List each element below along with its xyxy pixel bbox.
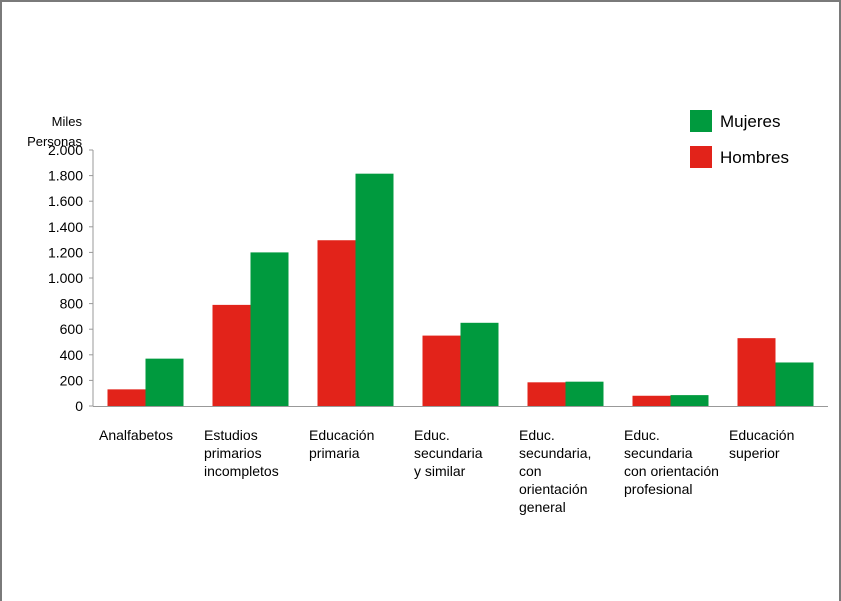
y-tick-label: 1.200 <box>48 244 83 260</box>
bar-mujeres <box>250 252 289 406</box>
x-category-label: Educ. <box>414 427 450 443</box>
bar-hombres <box>632 395 671 406</box>
bar-hombres <box>422 335 461 406</box>
bar-mujeres <box>145 358 184 406</box>
bar-mujeres <box>775 362 814 406</box>
y-tick-label: 1.800 <box>48 168 83 184</box>
bar-hombres <box>317 240 356 406</box>
x-category-label: secundaria <box>414 445 483 461</box>
y-tick-label: 1.400 <box>48 219 83 235</box>
x-category-label: Educ. <box>624 427 660 443</box>
bar-mujeres <box>460 322 499 406</box>
legend-label-mujeres: Mujeres <box>720 112 780 131</box>
bar-hombres <box>737 338 776 406</box>
x-category-label: Educ. <box>519 427 555 443</box>
y-tick-label: 2.000 <box>48 142 83 158</box>
bar-mujeres <box>670 395 709 406</box>
x-category-label: Analfabetos <box>99 427 173 443</box>
y-tick-label: 800 <box>60 296 84 312</box>
x-category-label: Educación <box>309 427 374 443</box>
x-category-label: profesional <box>624 481 693 497</box>
legend-label-hombres: Hombres <box>720 148 789 167</box>
y-tick-label: 0 <box>75 398 83 414</box>
y-tick-label: 1.600 <box>48 193 83 209</box>
x-category-label: Educación <box>729 427 794 443</box>
x-category-label: primarios <box>204 445 262 461</box>
x-category-label: incompletos <box>204 463 279 479</box>
bar-hombres <box>527 382 566 406</box>
bar-hombres <box>107 389 146 406</box>
y-tick-label: 200 <box>60 372 84 388</box>
x-category-label: secundaria <box>624 445 693 461</box>
bar-hombres <box>212 304 251 406</box>
x-category-label: Estudios <box>204 427 258 443</box>
y-axis-label-line: Miles <box>52 114 83 129</box>
bar-mujeres <box>565 381 604 406</box>
x-category-label: secundaria, <box>519 445 591 461</box>
y-axis-label-line: Personas <box>27 134 82 149</box>
y-tick-label: 1.000 <box>48 270 83 286</box>
y-tick-label: 400 <box>60 347 84 363</box>
x-category-label: primaria <box>309 445 360 461</box>
bar-mujeres <box>355 173 394 406</box>
legend-swatch-mujeres <box>690 110 712 132</box>
x-category-label: general <box>519 499 566 515</box>
x-category-label: y similar <box>414 463 466 479</box>
x-category-label: orientación <box>519 481 588 497</box>
legend-swatch-hombres <box>690 146 712 168</box>
x-category-label: con <box>519 463 542 479</box>
x-category-label: con orientación <box>624 463 719 479</box>
x-category-label: superior <box>729 445 780 461</box>
y-tick-label: 600 <box>60 321 84 337</box>
